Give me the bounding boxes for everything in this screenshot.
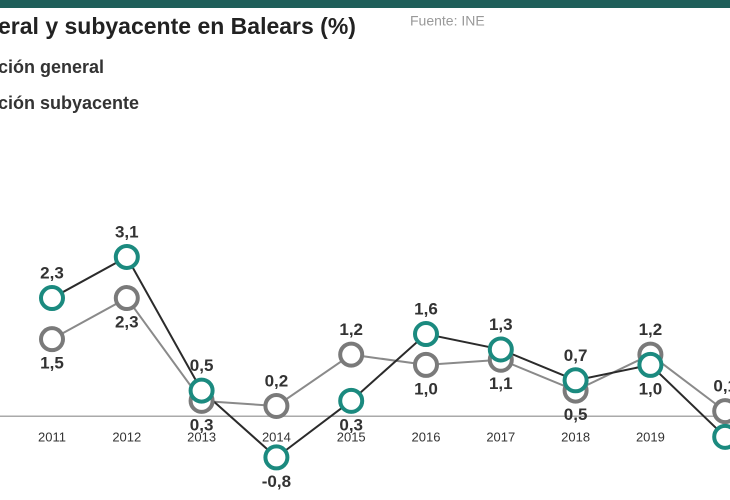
value-label: 1,3 <box>489 315 513 334</box>
point <box>413 321 439 348</box>
value-label: 0,5 <box>564 405 588 424</box>
point <box>39 285 65 312</box>
value-label: 0,1 <box>713 377 730 396</box>
value-label: 0,2 <box>265 371 289 390</box>
top-bar <box>0 0 730 8</box>
legend: ción general ción subyacente <box>0 57 139 113</box>
value-label: 2,3 <box>40 264 64 283</box>
value-label: 2,3 <box>115 313 139 332</box>
value-label: 1,1 <box>489 374 513 393</box>
point <box>113 285 140 312</box>
plot: 2011201220132014201520162017201820192022… <box>0 222 730 491</box>
point <box>188 377 215 404</box>
point <box>712 423 730 450</box>
x-tick-label: 2011 <box>38 429 66 444</box>
value-label: 1,5 <box>40 354 64 373</box>
source: Fuente: INE <box>410 13 485 29</box>
x-tick-label: 2012 <box>112 429 141 444</box>
x-tick-label: 2018 <box>561 429 590 444</box>
x-tick-label: 2019 <box>636 429 665 444</box>
legend-label: ción subyacente <box>0 93 139 113</box>
value-label: 1,6 <box>414 300 438 319</box>
point <box>712 398 730 425</box>
point <box>338 387 365 414</box>
point <box>39 326 65 353</box>
value-label: 3,1 <box>115 222 139 241</box>
point <box>487 336 514 363</box>
x-tick-label: 2016 <box>412 429 441 444</box>
value-label: 0,5 <box>190 356 214 375</box>
point <box>263 444 290 471</box>
x-tick-label: 2015 <box>337 429 366 444</box>
value-label: -0,8 <box>262 472 291 491</box>
point <box>113 243 140 270</box>
x-tick-label: 2014 <box>262 429 291 444</box>
point <box>263 392 290 419</box>
value-label: 1,2 <box>339 320 363 339</box>
series-line <box>51 255 726 459</box>
value-label: 0,7 <box>564 346 588 365</box>
legend-label: ción general <box>0 57 104 77</box>
point <box>637 351 664 378</box>
chart-title: eral y subyacente en Balears (%) <box>0 13 356 39</box>
value-label: 1,0 <box>639 379 663 398</box>
point <box>562 367 589 394</box>
value-label: 0,3 <box>339 415 363 434</box>
value-label: 0,3 <box>190 415 214 434</box>
point <box>338 341 365 368</box>
point <box>413 351 439 378</box>
value-label: 1,2 <box>639 320 663 339</box>
series-line <box>51 296 726 412</box>
value-label: 1,0 <box>414 379 438 398</box>
x-tick-label: 2013 <box>187 429 216 444</box>
x-tick-label: 2017 <box>486 429 515 444</box>
